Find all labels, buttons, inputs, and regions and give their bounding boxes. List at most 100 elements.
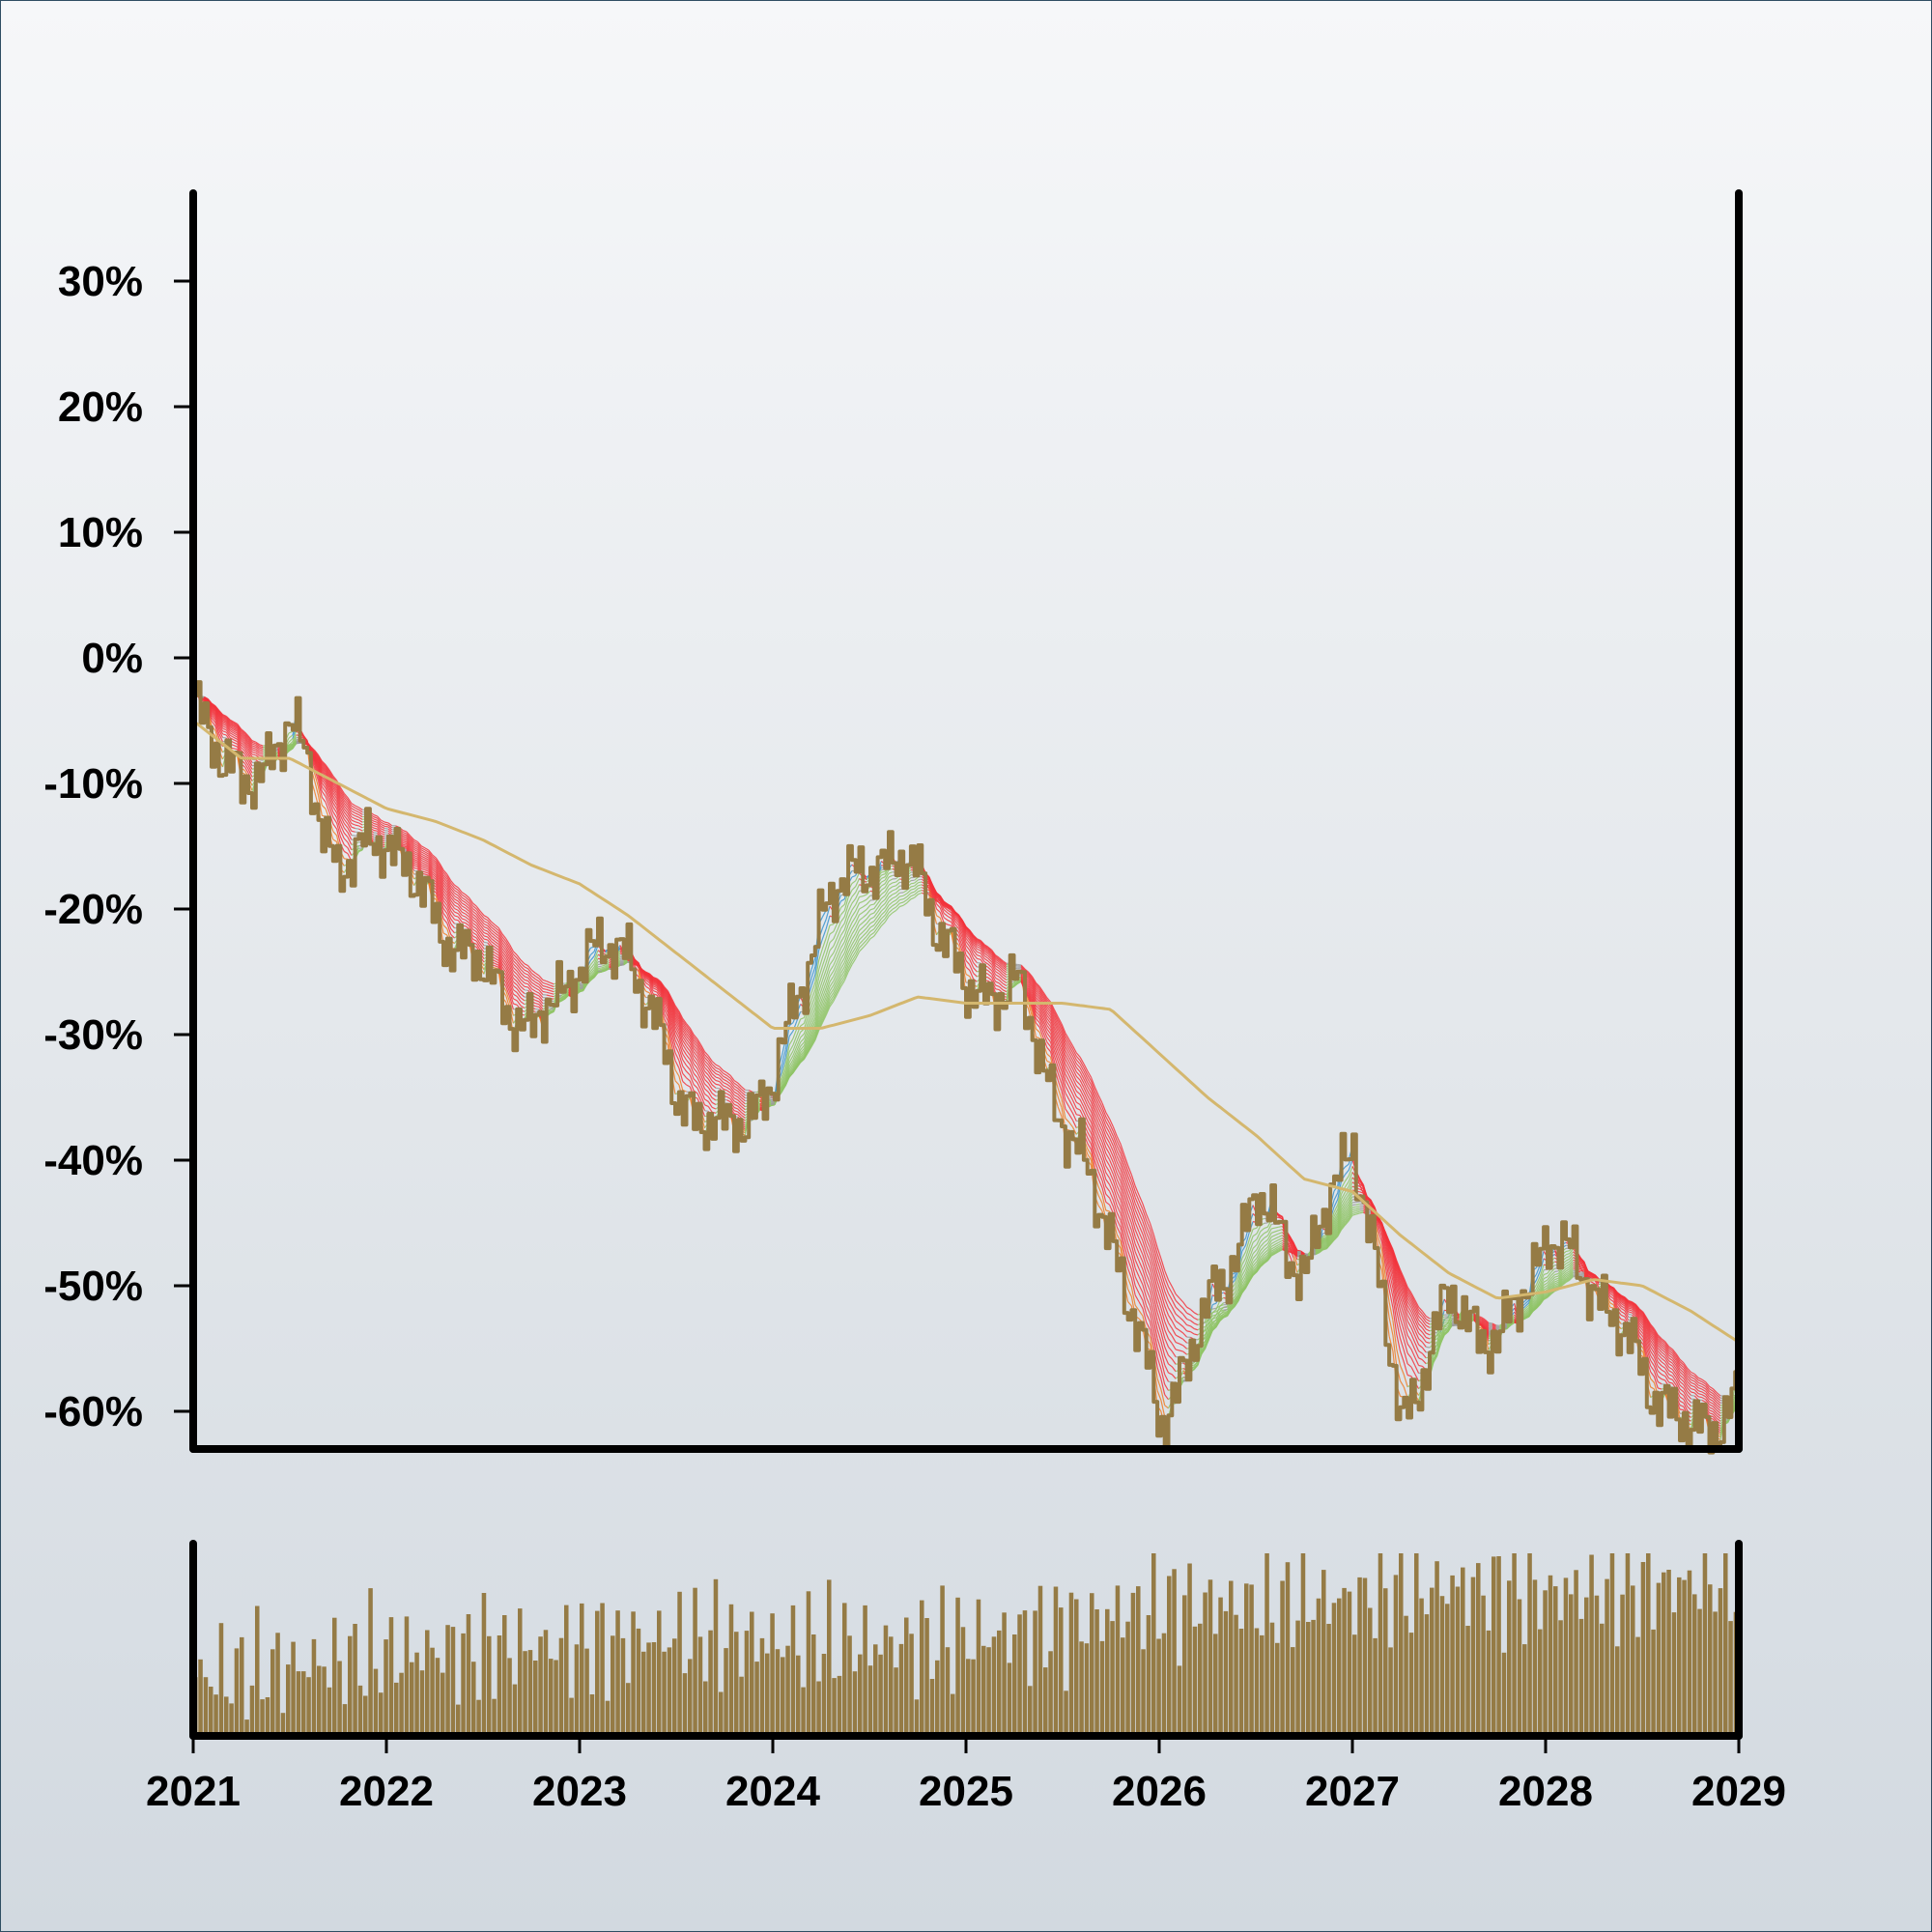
ribbon-segment (1057, 1056, 1063, 1066)
ribbon-segment (1337, 1207, 1343, 1219)
ribbon-segment (1543, 1279, 1548, 1283)
ribbon-segment (1264, 1235, 1268, 1239)
ribbon-segment (1160, 1400, 1166, 1417)
ribbon-segment (641, 976, 647, 983)
ribbon-segment (487, 939, 493, 946)
ribbon-segment (733, 1103, 739, 1107)
ribbon-segment (328, 806, 334, 818)
ribbon-segment (589, 963, 595, 969)
ribbon-segment (413, 856, 418, 860)
ribbon-segment (1661, 1374, 1666, 1378)
ribbon-segment (1146, 1305, 1151, 1315)
ribbon-segment (435, 889, 440, 901)
ribbon-segment (1341, 1200, 1346, 1208)
ribbon-segment (1421, 1341, 1427, 1348)
ribbon-segment (1587, 1271, 1592, 1275)
ribbon-segment (1244, 1273, 1250, 1284)
ribbon-segment (497, 957, 503, 968)
ribbon-segment (1388, 1271, 1394, 1289)
ribbon-segment (810, 1008, 816, 1018)
ribbon-segment (229, 737, 235, 741)
ribbon-segment (973, 950, 978, 956)
ribbon-segment (1013, 982, 1018, 986)
ribbon-segment (351, 822, 355, 826)
ribbon-segment (1535, 1270, 1541, 1281)
ribbon-segment (1087, 1143, 1093, 1151)
ribbon-segment (475, 931, 481, 938)
ribbon-segment (1241, 1263, 1247, 1271)
ribbon-segment (1160, 1369, 1166, 1385)
ribbon-segment (1134, 1251, 1140, 1262)
ribbon-segment (951, 918, 956, 928)
ribbon-segment (435, 881, 440, 891)
ribbon-segment (505, 979, 511, 988)
ribbon-segment (1289, 1239, 1294, 1245)
ribbon-segment (1120, 1193, 1125, 1208)
ribbon-segment (1664, 1372, 1670, 1379)
ribbon-segment (843, 918, 849, 930)
ribbon-segment (1266, 1233, 1272, 1240)
ribbon-segment (1403, 1339, 1408, 1354)
ribbon-segment (1612, 1293, 1618, 1304)
ribbon-segment (1168, 1347, 1173, 1352)
ribbon-segment (1380, 1249, 1386, 1278)
ribbon-segment (833, 930, 838, 940)
ribbon-segment (645, 976, 650, 980)
ribbon-segment (450, 918, 455, 924)
ribbon-segment (1109, 1204, 1114, 1214)
ribbon-segment (1547, 1277, 1552, 1284)
ribbon-segment (1105, 1172, 1111, 1179)
ribbon-segment (1557, 1271, 1563, 1279)
ribbon-segment (1384, 1242, 1390, 1261)
ribbon-segment (1083, 1096, 1089, 1106)
ribbon-segment (729, 1098, 735, 1105)
ribbon-segment (1679, 1384, 1685, 1389)
ribbon-segment (1638, 1328, 1644, 1335)
ribbon-segment (501, 960, 507, 967)
ribbon-segment (664, 997, 668, 1005)
ribbon-segment (807, 1011, 812, 1024)
ribbon-segment (1396, 1282, 1402, 1297)
ribbon-segment (1248, 1241, 1254, 1253)
ribbon-segment (700, 1079, 706, 1090)
ribbon-segment (674, 1060, 680, 1068)
ribbon-segment (843, 936, 849, 948)
ribbon-segment (1609, 1289, 1614, 1293)
ribbon-segment (1120, 1220, 1125, 1237)
ribbon-segment (991, 967, 997, 976)
ribbon-segment (1333, 1212, 1339, 1220)
ribbon-segment (1388, 1249, 1394, 1263)
ribbon-segment (973, 947, 978, 952)
ribbon-segment (520, 993, 526, 998)
ribbon-segment (1344, 1194, 1350, 1201)
ribbon-segment (1116, 1198, 1122, 1208)
ribbon-segment (1609, 1291, 1614, 1295)
ribbon-segment (1388, 1317, 1394, 1336)
ribbon-segment (1105, 1152, 1111, 1160)
ribbon-segment (535, 996, 540, 1000)
ribbon-segment (678, 1037, 684, 1050)
ribbon-segment (1399, 1309, 1405, 1322)
ribbon-segment (1554, 1270, 1559, 1272)
ribbon-segment (1171, 1350, 1177, 1358)
ribbon-segment (1105, 1179, 1111, 1185)
ribbon-segment (479, 930, 485, 937)
ribbon-segment (497, 954, 503, 964)
ribbon-segment (704, 1104, 709, 1107)
ribbon-segment (1097, 1157, 1103, 1168)
ribbon-segment (1569, 1262, 1575, 1267)
ribbon-segment (1094, 1123, 1099, 1134)
ribbon-segment (707, 1100, 713, 1108)
ribbon-segment (977, 948, 981, 952)
ribbon-segment (1384, 1258, 1390, 1280)
ribbon-segment (1112, 1193, 1118, 1206)
ribbon-segment (1414, 1336, 1420, 1346)
ribbon-segment (461, 914, 467, 918)
ribbon-segment (1079, 1109, 1085, 1119)
ribbon-segment (1244, 1252, 1250, 1264)
ribbon-segment (1421, 1359, 1427, 1365)
ribbon-segment (980, 952, 985, 959)
ribbon-segment (550, 1009, 554, 1012)
ribbon-segment (1065, 1073, 1070, 1082)
ribbon-segment (1002, 980, 1008, 983)
